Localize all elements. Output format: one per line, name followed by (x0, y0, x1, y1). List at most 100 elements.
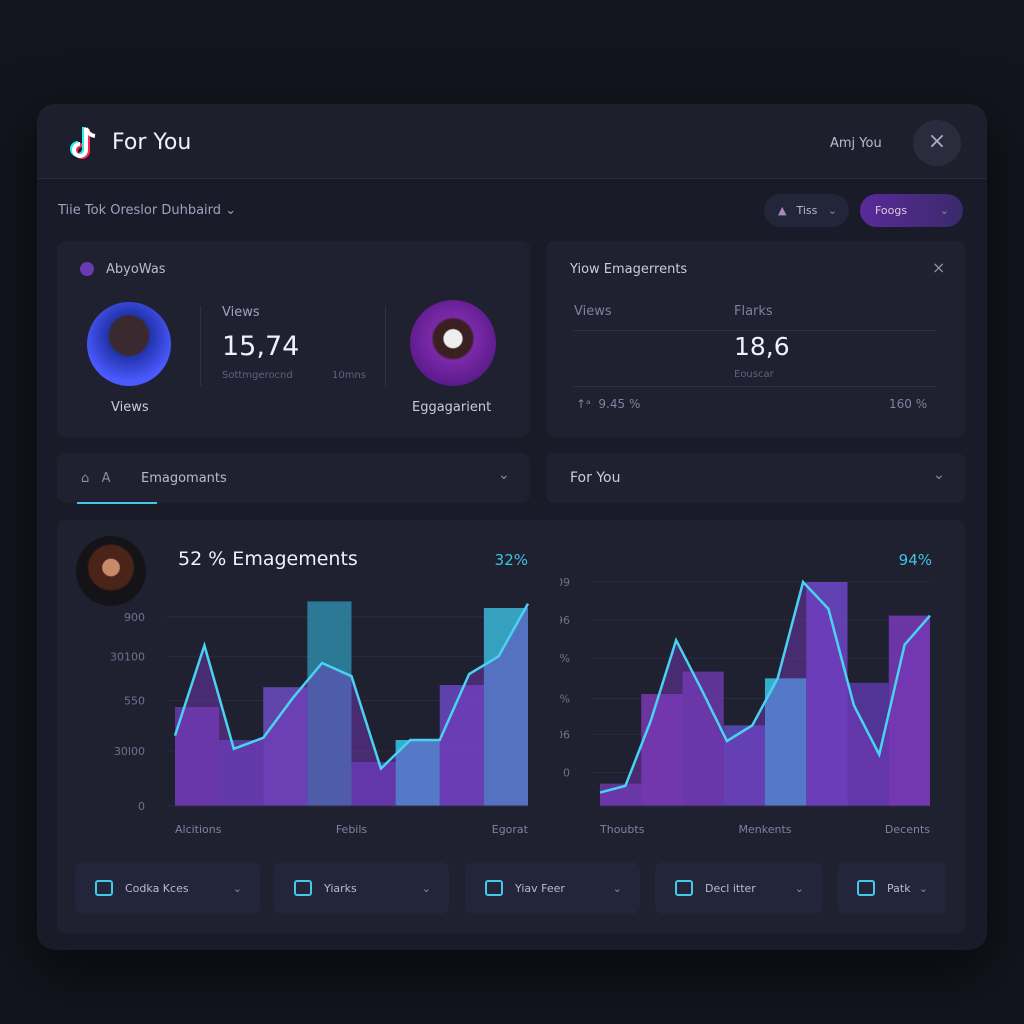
card-icon (80, 262, 94, 276)
tab-label: For You (570, 470, 621, 486)
bar (806, 582, 848, 806)
filter-button[interactable]: Foogs ⌄ (860, 194, 963, 227)
x-tick-label: Febils (336, 823, 368, 836)
stat-value: 18,6 (734, 332, 790, 361)
button-icon (675, 880, 693, 896)
footer-button[interactable]: Yiarks ⌄ (274, 862, 449, 914)
area (600, 582, 930, 806)
column-label: Views (574, 304, 612, 319)
header-bar (37, 104, 987, 179)
y-tick-label: 900 (124, 611, 145, 624)
line (173, 602, 530, 771)
close-icon[interactable]: × (932, 258, 946, 277)
bar (219, 740, 264, 806)
card-title: Yiow Emagerrents (570, 262, 688, 277)
avatar (87, 302, 171, 386)
y-tick-label: 0 (138, 800, 145, 813)
y-tick-label: 709 (560, 576, 570, 589)
chevron: ⌄ (794, 881, 804, 895)
divider (574, 386, 936, 387)
footer-button[interactable]: Decl itter ⌄ (655, 862, 822, 914)
filter-label: Tiss (796, 204, 818, 217)
x-tick-label: Menkents (739, 823, 792, 836)
x-tick-label: Thoubts (599, 823, 645, 836)
button-label: Decl itter (705, 881, 756, 895)
y-tick-label: 16% (560, 652, 570, 665)
y-tick-label: 30l00 (114, 745, 145, 758)
avatar (76, 536, 146, 606)
subtitle-text: Tiie Tok Oreslor Duhbaird (58, 203, 222, 218)
chevron: ⌄ (939, 204, 949, 217)
button-icon (485, 880, 503, 896)
stat-value: 15,74 (222, 331, 300, 362)
y-tick-label: 996 (560, 614, 570, 627)
close-button[interactable]: × (913, 120, 961, 166)
tab-icon: ⌂ A (81, 471, 111, 486)
bar (307, 601, 352, 806)
button-label: Yiarks (324, 881, 357, 895)
button-icon (95, 880, 113, 896)
tab-label: Emagomants (141, 471, 227, 486)
y-tick-label: 106 (560, 728, 570, 741)
bar (888, 615, 930, 806)
chevron: ⌄ (827, 204, 837, 217)
chevron: ⌄ (232, 881, 242, 895)
divider (574, 330, 936, 331)
chart: 0 106 19% 16% 996 709 Thoubts Menkents Decents 94… (560, 551, 932, 836)
avatar-label: Eggagarient (412, 400, 492, 415)
footer-button[interactable]: Codka Kces ⌄ (75, 862, 260, 914)
chevron: ⌄ (933, 467, 945, 483)
stat-sub: Sottmgerocnd (222, 370, 293, 381)
filter-label: Foogs (875, 204, 908, 217)
footer-button[interactable]: Patk ⌄ (837, 862, 946, 914)
x-tick-label: Decents (885, 823, 930, 836)
avatar-label: Views (111, 400, 149, 415)
avatar (410, 300, 496, 386)
bar (439, 685, 484, 806)
change-text: 9.45 % (598, 397, 641, 411)
bar (765, 678, 807, 806)
chevron: ⌄ (421, 881, 431, 895)
trend-icon: ↑ᵃ (576, 397, 591, 411)
chevron: ⌄ (498, 467, 510, 483)
stat-label: Views (222, 305, 260, 320)
y-tick-label: 0 (563, 766, 570, 779)
divider (385, 306, 386, 386)
tab-bar[interactable] (57, 453, 530, 503)
tab-underline (77, 502, 157, 504)
dashboard-subtitle[interactable]: Tiie Tok Oreslor Duhbaird ⌄ (58, 203, 236, 218)
chart: 0 30l00 550 30100 900 Alcitions Febils Egorat 52… (110, 548, 530, 836)
stat-sub: Eouscar (734, 369, 774, 380)
area (175, 603, 528, 806)
button-label: Codka Kces (125, 881, 189, 895)
change-value: 160 % (889, 397, 928, 411)
bar (175, 707, 220, 806)
button-icon (857, 880, 875, 896)
app-logo (70, 127, 96, 159)
y-tick-label: 30100 (110, 650, 145, 663)
filter-icon: ▲ (778, 204, 787, 217)
annotation: 32% (495, 551, 528, 569)
chevron: ⌄ (612, 881, 622, 895)
button-label: Yiav Feer (515, 881, 565, 895)
tab-bar[interactable] (546, 453, 965, 503)
user-name[interactable]: Amj You (830, 136, 882, 151)
button-label: Patk (887, 881, 911, 895)
bar (641, 694, 683, 806)
footer-button[interactable]: Yiav Feer ⌄ (465, 862, 640, 914)
y-tick-label: 19% (560, 692, 570, 705)
x-tick-label: Alcitions (175, 823, 222, 836)
bar (395, 740, 440, 806)
chevron: ⌄ (225, 203, 237, 218)
card-title: AbyoWas (106, 262, 166, 277)
bar (351, 762, 396, 806)
engagement-card (546, 241, 965, 437)
column-label: Flarks (734, 304, 773, 319)
change-value: ↑ᵃ 9.45 % (576, 397, 640, 411)
button-icon (294, 880, 312, 896)
filter-button[interactable]: ▲ Tiss ⌄ (764, 194, 849, 227)
line (599, 579, 931, 794)
annotation: 94% (899, 551, 932, 569)
y-tick-label: 550 (124, 694, 145, 707)
